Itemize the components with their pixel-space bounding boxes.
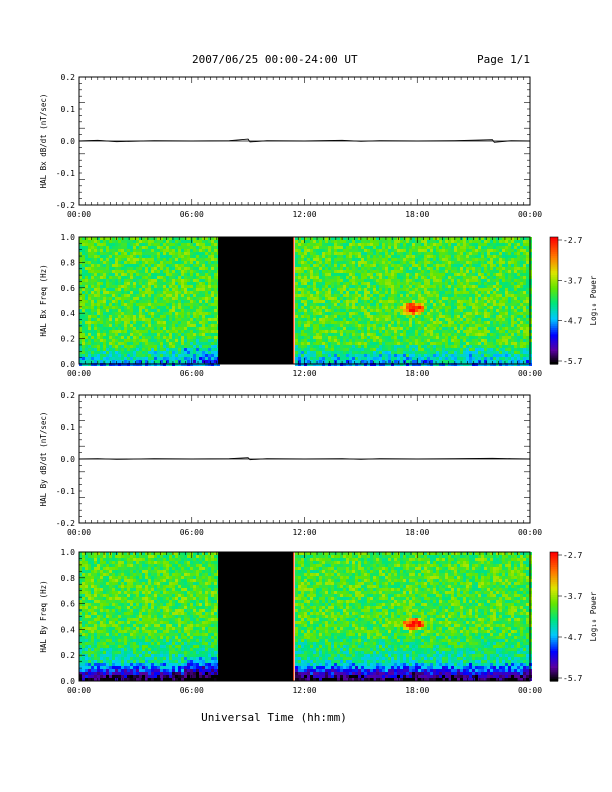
y-tick-label: -0.1: [56, 169, 75, 178]
colorbar-2: [550, 237, 558, 365]
x-tick-label: 06:00: [180, 686, 204, 695]
y-axis-title: HAL Bx dB/dt (nT/sec): [39, 94, 48, 189]
y-tick-label: 0.2: [61, 651, 76, 660]
y-tick-label: 0.6: [61, 600, 76, 609]
spectrogram-2: [79, 237, 532, 366]
colorbar-frame: [549, 236, 559, 365]
y-tick-label: 0.4: [61, 625, 76, 634]
x-tick-label: 18:00: [405, 528, 429, 537]
x-tick-label: 06:00: [180, 210, 204, 219]
series-line: [78, 138, 531, 143]
x-tick-label: 00:00: [67, 369, 91, 378]
x-tick-label: 12:00: [292, 686, 316, 695]
y-tick-label: 0.8: [61, 258, 76, 267]
y-tick-label: 0.0: [61, 677, 76, 686]
x-axis-title: Universal Time (hh:mm): [0, 711, 612, 724]
x-axis-title-text: Universal Time (hh:mm): [201, 711, 347, 724]
colorbar-tick-label: -3.7: [563, 592, 582, 601]
y-tick-label: 0.4: [61, 309, 76, 318]
x-tick-label: 12:00: [292, 210, 316, 219]
x-tick-label: 18:00: [405, 210, 429, 219]
y-tick-label: 0.0: [61, 137, 76, 146]
x-tick-label: 18:00: [405, 369, 429, 378]
colorbar-tick-label: -3.7: [563, 276, 582, 285]
y-tick-label: 0.1: [61, 105, 76, 114]
y-axis-title: HAL By Freq (Hz): [39, 580, 48, 652]
y-tick-label: 0.1: [61, 423, 76, 432]
y-tick-label: 0.0: [61, 455, 76, 464]
spectrogram-4: [79, 552, 532, 681]
colorbar-tick-label: -2.7: [563, 551, 582, 560]
page-number: Page 1/1: [477, 53, 530, 66]
y-tick-label: -0.2: [56, 201, 75, 210]
data-gap: [218, 552, 294, 681]
x-tick-label: 00:00: [518, 210, 542, 219]
y-tick-label: -0.2: [56, 519, 75, 528]
x-tick-label: 06:00: [180, 369, 204, 378]
page-title: 2007/06/25 00:00-24:00 UT: [192, 53, 358, 66]
x-tick-label: 12:00: [292, 528, 316, 537]
x-tick-label: 00:00: [518, 528, 542, 537]
series-line: [78, 457, 531, 461]
x-tick-label: 18:00: [405, 686, 429, 695]
y-tick-label: 0.8: [61, 574, 76, 583]
y-tick-label: 0.0: [61, 360, 76, 369]
data-gap: [218, 237, 294, 364]
colorbar-4: [550, 552, 558, 682]
y-tick-label: 0.2: [61, 73, 76, 82]
colorbar-tick-label: -4.7: [563, 633, 582, 642]
x-tick-label: 06:00: [180, 528, 204, 537]
y-tick-label: 1.0: [61, 233, 76, 242]
colorbar-tick-label: -2.7: [563, 236, 582, 245]
x-tick-label: 00:00: [518, 686, 542, 695]
x-tick-label: 00:00: [67, 686, 91, 695]
x-tick-label: 00:00: [67, 528, 91, 537]
y-axis-title: HAL Bx Freq (Hz): [39, 264, 48, 336]
y-tick-label: 0.6: [61, 284, 76, 293]
colorbar-frame: [549, 551, 559, 682]
y-tick-label: -0.1: [56, 487, 75, 496]
panel-4-frame: [78, 551, 531, 682]
x-tick-label: 12:00: [292, 369, 316, 378]
panel-2-frame: [78, 236, 531, 365]
colorbar-tick-label: -5.7: [563, 357, 582, 366]
y-tick-label: 1.0: [61, 548, 76, 557]
panel-3-frame: [78, 394, 531, 524]
x-tick-label: 00:00: [518, 369, 542, 378]
x-tick-label: 00:00: [67, 210, 91, 219]
y-axis-title: HAL By dB/dt (nT/sec): [39, 412, 48, 507]
colorbar-tick-label: -5.7: [563, 674, 582, 683]
colorbar-tick-label: -4.7: [563, 317, 582, 326]
colorbar-title: Log₁₀ Power: [589, 591, 598, 641]
y-tick-label: 0.2: [61, 391, 76, 400]
colorbar-title: Log₁₀ Power: [589, 275, 598, 325]
panel-1-frame: [78, 76, 531, 206]
y-tick-label: 0.2: [61, 335, 76, 344]
